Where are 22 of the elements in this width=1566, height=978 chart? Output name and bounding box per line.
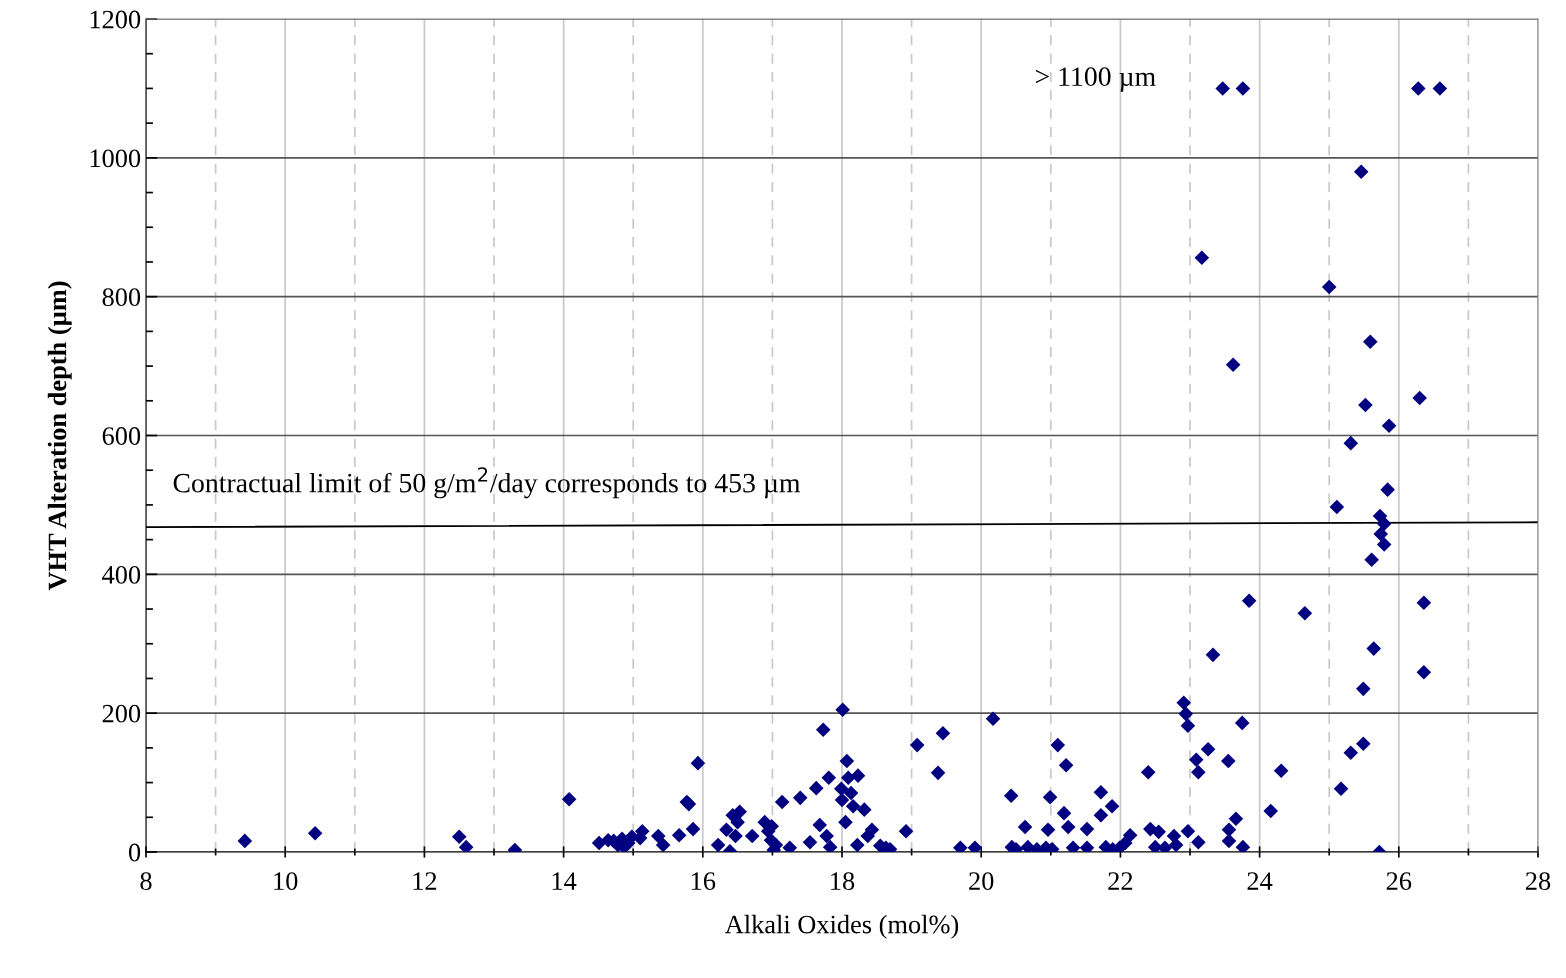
x-tick-label: 26 (1386, 872, 1412, 891)
y-tick-label: 600 (102, 427, 141, 445)
x-tick-label: 16 (691, 872, 716, 891)
x-tick-label: 12 (413, 872, 437, 890)
x-tick-label: 18 (831, 872, 855, 891)
x-tick-label: 14 (552, 872, 577, 890)
y-tick-label: 1000 (90, 149, 141, 168)
annotation: Contractual limit of 50 g/m$^{2}$/day corresponds to 453 µm (173, 467, 801, 499)
y-tick-label: 400 (102, 565, 141, 584)
annotation: > 1100 µm (1035, 67, 1156, 92)
x-tick-label: 24 (1247, 872, 1273, 890)
x-axis-title: Alkali Oxides (mol%) (725, 914, 959, 939)
x-tick-label: 20 (969, 872, 994, 891)
y-tick-label: 1200 (90, 10, 141, 29)
x-tick-label: 8 (140, 872, 152, 891)
y-tick-label: 200 (102, 704, 141, 723)
y-tick-label: 0 (128, 843, 141, 862)
x-tick-label: 10 (274, 872, 298, 891)
y-axis-title: VHT Alteration depth (µm) (47, 281, 72, 591)
x-tick-label: 22 (1108, 872, 1133, 890)
x-tick-label: 28 (1525, 872, 1551, 891)
y-tick-label: 800 (102, 288, 141, 307)
